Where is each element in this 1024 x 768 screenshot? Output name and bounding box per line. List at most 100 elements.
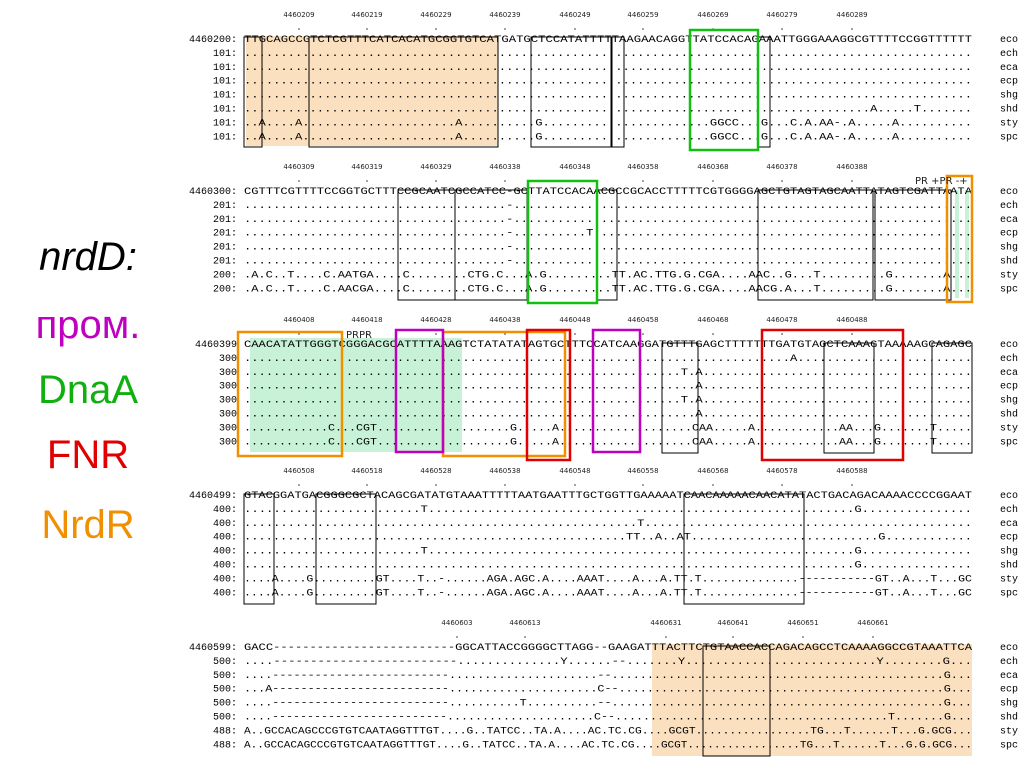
sequence: ........................................… <box>244 368 972 379</box>
position-label: 4460418 <box>351 316 382 324</box>
position-label: 4460249 <box>559 11 590 19</box>
sequence: ........................................… <box>244 91 972 102</box>
row-label: 500: <box>213 671 237 682</box>
row-label: 300 <box>219 382 237 393</box>
row-label: 500: <box>213 699 237 710</box>
position-label: 4460458 <box>627 316 658 324</box>
row-label: 101: <box>213 77 237 88</box>
row-label: 101: <box>213 105 237 116</box>
sequence: ....-------------------------...........… <box>244 671 972 682</box>
position-label: 4460289 <box>836 11 867 19</box>
row-label: 4460399 <box>195 340 237 351</box>
ruler-dot <box>298 333 300 335</box>
species: spc <box>1000 284 1018 295</box>
sequence: CAACATATTGGGTCGGGACGCATTTTAAAGTCTATATATA… <box>244 340 972 351</box>
species: spc <box>1000 740 1018 751</box>
sequence: GACC-------------------------GGCATTACCGG… <box>244 643 972 654</box>
row-label: 300 <box>219 368 237 379</box>
species: ech <box>1000 504 1018 516</box>
sequence: ....................................-...… <box>244 243 972 254</box>
ruler-dot <box>781 333 783 335</box>
species: spc <box>1000 437 1018 448</box>
sequence: ....-------------------------...........… <box>244 657 972 668</box>
sequence: ........................................… <box>244 354 972 365</box>
highlight <box>955 190 959 298</box>
species: eca <box>1000 63 1018 74</box>
sequence: ....................................-...… <box>244 201 972 212</box>
sequence: ........................................… <box>244 77 972 88</box>
ruler-dot <box>781 28 783 30</box>
row-label: 488: <box>213 740 237 751</box>
row-label: 400: <box>213 505 237 516</box>
position-label: 4460319 <box>351 163 382 171</box>
position-label: 4460378 <box>766 163 797 171</box>
ruler-dot <box>524 636 526 638</box>
ruler-dot <box>504 333 506 335</box>
row-label: 101: <box>213 63 237 74</box>
position-label: 4460368 <box>697 163 728 171</box>
position-label: 4460338 <box>489 163 520 171</box>
species: shd <box>1000 104 1018 116</box>
species: eca <box>1000 215 1018 226</box>
sequence: ........................................… <box>244 105 972 116</box>
ruler-dot <box>781 484 783 486</box>
position-label: 4460578 <box>766 467 797 475</box>
row-label: 300 <box>219 354 237 365</box>
species: eca <box>1000 519 1018 530</box>
sequence: .A.C..T....C.AACGA....C........CTG.C...A… <box>244 284 972 295</box>
sequence: .A.C..T....C.AATGA....C........CTG.C...A… <box>244 270 972 281</box>
species: ech <box>1000 353 1018 365</box>
species: ech <box>1000 200 1018 212</box>
row-label: 201: <box>213 243 237 254</box>
species: shg <box>1000 395 1018 407</box>
sequence: ........................................… <box>244 561 972 572</box>
ruler-dot <box>504 180 506 182</box>
ruler-dot <box>642 333 644 335</box>
species: ecp <box>1000 229 1018 240</box>
ruler-dot <box>298 180 300 182</box>
sequence: ....A....G.........GT....T..-......AGA.A… <box>244 574 972 585</box>
position-label: 4460229 <box>420 11 451 19</box>
position-label: 4460651 <box>787 619 818 627</box>
position-label: 4460309 <box>283 163 314 171</box>
position-label: 4460329 <box>420 163 451 171</box>
highlight <box>246 36 498 146</box>
ruler-dot <box>642 28 644 30</box>
species: ecp <box>1000 685 1018 696</box>
position-label: 4460269 <box>697 11 728 19</box>
highlight <box>250 338 462 452</box>
species: shg <box>1000 90 1018 102</box>
position-label: 4460538 <box>489 467 520 475</box>
row-label: 400: <box>213 588 237 599</box>
species: shd <box>1000 256 1018 268</box>
ruler-dot <box>802 636 804 638</box>
sequence: GTACGGATGACGGGCGCTACAGCGATATGTAAATTTTTAA… <box>244 491 972 502</box>
ruler-dot <box>851 333 853 335</box>
position-label: 4460209 <box>283 11 314 19</box>
ruler-dot <box>366 28 368 30</box>
ruler-dot <box>435 333 437 335</box>
legend-item: NrdR <box>41 503 134 547</box>
ruler-dot <box>574 484 576 486</box>
position-label: 4460508 <box>283 467 314 475</box>
ruler-dot <box>712 484 714 486</box>
position-label: 4460358 <box>627 163 658 171</box>
sequence: TTGCAGCCGTCTCGTTTCATCACATGCGGTGTCATGATGC… <box>244 35 972 46</box>
ruler-dot <box>366 484 368 486</box>
sequence: ........................................… <box>244 410 972 421</box>
legend-gene: nrdD: <box>39 235 137 279</box>
ruler-dot <box>781 180 783 182</box>
row-label: 101: <box>213 49 237 60</box>
species: sty <box>1000 726 1018 737</box>
row-label: 400: <box>213 547 237 558</box>
species: sty <box>1000 270 1018 281</box>
position-label: 4460528 <box>420 467 451 475</box>
species: sty <box>1000 118 1018 129</box>
position-label: 4460631 <box>650 619 681 627</box>
ruler-dot <box>574 28 576 30</box>
row-label: 300 <box>219 410 237 421</box>
species: eco <box>1000 35 1018 46</box>
row-label: 200: <box>213 270 237 281</box>
annotation: PRPR <box>346 330 372 341</box>
